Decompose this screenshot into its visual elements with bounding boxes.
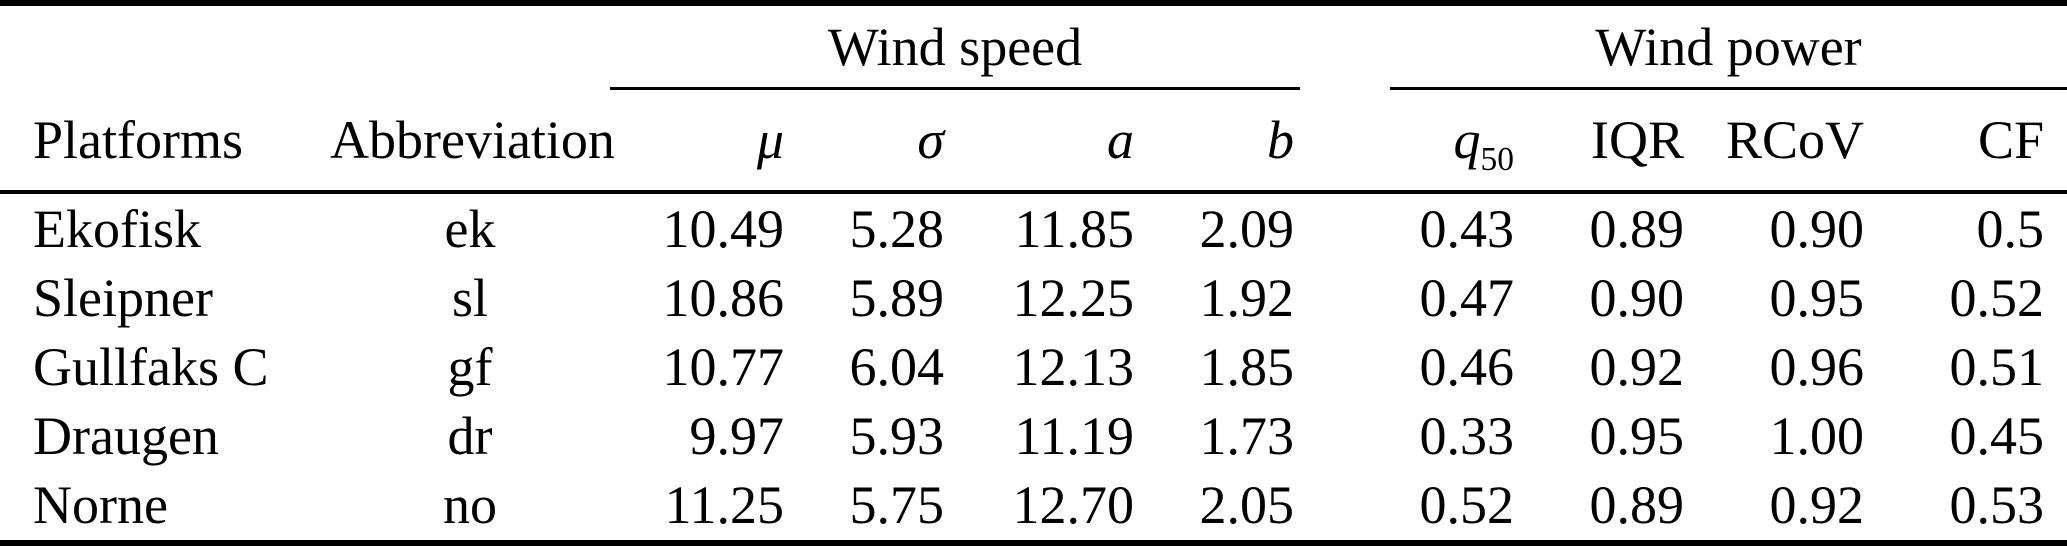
abbreviation-value: sl bbox=[451, 267, 489, 328]
column-gap bbox=[1300, 90, 1391, 194]
a-value: 12.70 bbox=[1012, 475, 1135, 536]
q50-symbol: q bbox=[1453, 110, 1481, 170]
rcov-value: 1.00 bbox=[1769, 406, 1865, 467]
abbreviation-value: ek bbox=[444, 198, 496, 259]
iqr-value: 0.89 bbox=[1589, 475, 1685, 536]
platform-name: Gullfaks C bbox=[33, 336, 269, 397]
platform-name: Sleipner bbox=[33, 267, 213, 328]
sigma-value: 5.93 bbox=[849, 406, 945, 467]
column-gap bbox=[1300, 332, 1390, 401]
abbreviation-value: gf bbox=[447, 336, 493, 397]
abbreviation-value: no bbox=[443, 475, 497, 536]
rcov-value: 0.90 bbox=[1769, 198, 1865, 259]
edge-pad-cell bbox=[2050, 90, 2067, 194]
mu-value: 10.86 bbox=[662, 267, 785, 328]
column-gap bbox=[1300, 194, 1390, 263]
wind-speed-group-header: Wind speed bbox=[610, 6, 1301, 90]
platform-name: Ekofisk bbox=[33, 198, 201, 259]
mu-value: 10.77 bbox=[662, 336, 785, 397]
table-row: Sleipner sl 10.86 5.89 12.25 1.92 0.47 0… bbox=[0, 263, 2067, 332]
spacer-cell bbox=[0, 6, 610, 90]
col-header-mu: μ bbox=[610, 90, 790, 194]
mu-value: 10.49 bbox=[662, 198, 785, 259]
b-value: 2.05 bbox=[1199, 475, 1295, 536]
platform-wind-statistics-table: Wind speed Wind power Platforms Abbrevia… bbox=[0, 6, 2067, 540]
column-gap bbox=[1300, 6, 1390, 90]
rcov-value: 0.96 bbox=[1769, 336, 1865, 397]
platform-name: Norne bbox=[33, 475, 168, 536]
abbreviation-value: dr bbox=[447, 406, 493, 467]
table-row: Ekofisk ek 10.49 5.28 11.85 2.09 0.43 0.… bbox=[0, 194, 2067, 263]
edge-pad-cell bbox=[2050, 194, 2067, 263]
sigma-value: 5.89 bbox=[849, 267, 945, 328]
q50-value: 0.43 bbox=[1419, 198, 1515, 259]
group-header-row: Wind speed Wind power bbox=[0, 6, 2067, 90]
q50-value: 0.52 bbox=[1419, 475, 1515, 536]
cf-value: 0.53 bbox=[1949, 475, 2045, 536]
wind-power-group-header: Wind power bbox=[1390, 6, 2067, 90]
col-header-iqr: IQR bbox=[1520, 90, 1691, 194]
edge-pad-cell bbox=[2050, 263, 2067, 332]
column-gap bbox=[1300, 263, 1390, 332]
cf-value: 0.5 bbox=[1976, 198, 2045, 259]
q50-value: 0.47 bbox=[1419, 267, 1515, 328]
iqr-value: 0.89 bbox=[1589, 198, 1685, 259]
b-value: 1.92 bbox=[1199, 267, 1295, 328]
a-value: 12.13 bbox=[1012, 336, 1135, 397]
a-value: 12.25 bbox=[1012, 267, 1135, 328]
col-header-q50: q50 bbox=[1390, 90, 1521, 194]
table-row: Gullfaks C gf 10.77 6.04 12.13 1.85 0.46… bbox=[0, 332, 2067, 401]
cf-value: 0.52 bbox=[1949, 267, 2045, 328]
column-gap bbox=[1300, 402, 1390, 471]
rcov-value: 0.92 bbox=[1769, 475, 1865, 536]
column-gap bbox=[1300, 471, 1390, 540]
sigma-value: 5.75 bbox=[849, 475, 945, 536]
rcov-value: 0.95 bbox=[1769, 267, 1865, 328]
edge-pad-cell bbox=[2050, 402, 2067, 471]
col-header-b: b bbox=[1140, 90, 1301, 194]
col-header-cf: CF bbox=[1870, 90, 2051, 194]
platform-name: Draugen bbox=[33, 406, 219, 467]
b-value: 2.09 bbox=[1199, 198, 1295, 259]
edge-pad-cell bbox=[2050, 332, 2067, 401]
a-value: 11.19 bbox=[1014, 406, 1135, 467]
iqr-value: 0.92 bbox=[1589, 336, 1685, 397]
col-header-platforms: Platforms bbox=[0, 90, 330, 194]
table-row: Draugen dr 9.97 5.93 11.19 1.73 0.33 0.9… bbox=[0, 402, 2067, 471]
sigma-value: 6.04 bbox=[849, 336, 945, 397]
cf-value: 0.51 bbox=[1949, 336, 2045, 397]
edge-pad-cell bbox=[2050, 471, 2067, 540]
q50-subscript: 50 bbox=[1480, 140, 1515, 178]
iqr-value: 0.95 bbox=[1589, 406, 1685, 467]
col-header-sigma: σ bbox=[790, 90, 950, 194]
col-header-a: a bbox=[950, 90, 1140, 194]
b-value: 1.73 bbox=[1199, 406, 1295, 467]
cf-value: 0.45 bbox=[1949, 406, 2045, 467]
col-header-rcov: RCoV bbox=[1690, 90, 1871, 194]
iqr-value: 0.90 bbox=[1589, 267, 1685, 328]
mu-value: 9.97 bbox=[689, 406, 785, 467]
q50-value: 0.46 bbox=[1419, 336, 1515, 397]
col-header-abbreviation: Abbreviation bbox=[330, 90, 615, 194]
column-header-row: Platforms Abbreviation μ σ a b q50 IQR R… bbox=[0, 90, 2067, 194]
q50-value: 0.33 bbox=[1419, 406, 1515, 467]
b-value: 1.85 bbox=[1199, 336, 1295, 397]
a-value: 11.85 bbox=[1014, 198, 1135, 259]
mu-value: 11.25 bbox=[664, 475, 785, 536]
table-row: Norne no 11.25 5.75 12.70 2.05 0.52 0.89… bbox=[0, 471, 2067, 540]
sigma-value: 5.28 bbox=[849, 198, 945, 259]
